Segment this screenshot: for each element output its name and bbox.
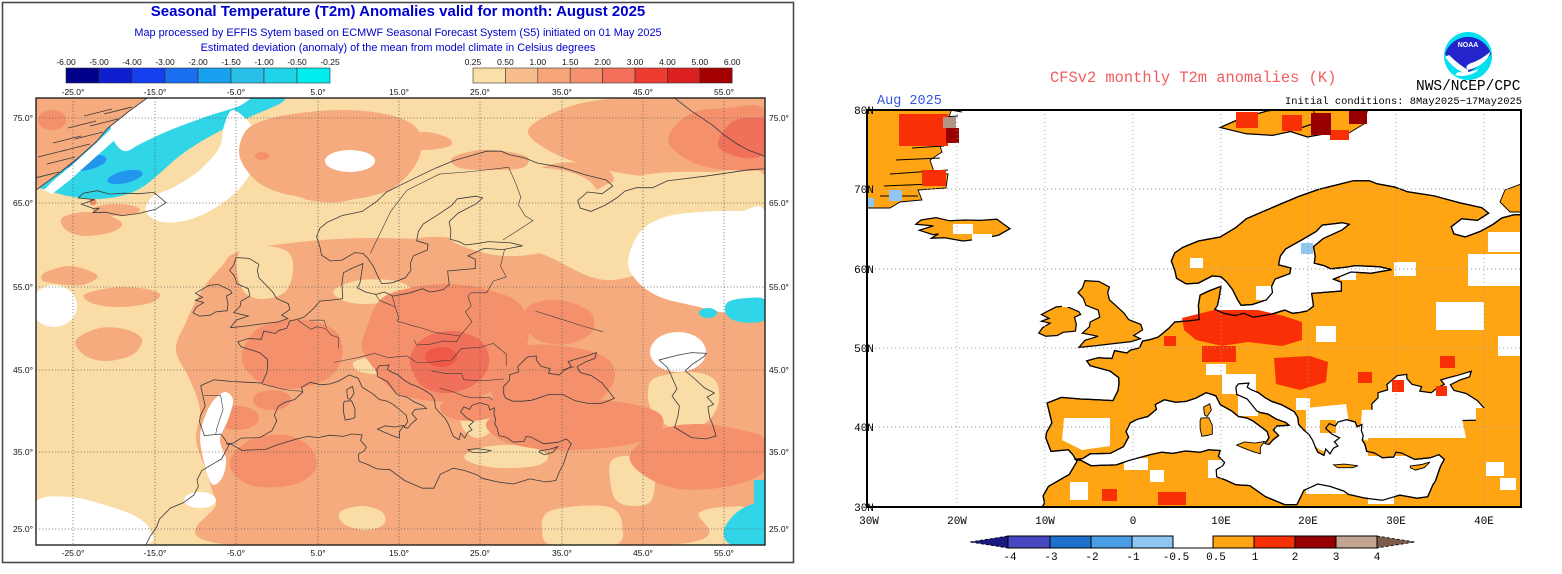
svg-text:50N: 50N	[854, 344, 874, 356]
svg-text:45.0°: 45.0°	[13, 365, 33, 375]
svg-text:80N: 80N	[854, 106, 874, 118]
svg-text:-6.00: -6.00	[56, 57, 76, 67]
svg-text:55.0°: 55.0°	[769, 282, 789, 292]
svg-text:25.0°: 25.0°	[13, 524, 33, 534]
svg-text:4: 4	[1374, 552, 1381, 564]
svg-text:0.5: 0.5	[1206, 552, 1226, 564]
svg-text:0: 0	[1130, 516, 1137, 528]
svg-text:-2: -2	[1085, 552, 1098, 564]
svg-text:45.0°: 45.0°	[769, 365, 789, 375]
svg-text:35.0°: 35.0°	[552, 548, 572, 558]
svg-text:15.0°: 15.0°	[389, 87, 409, 97]
svg-text:5.0°: 5.0°	[310, 548, 325, 558]
svg-text:30N: 30N	[854, 503, 874, 515]
svg-text:40E: 40E	[1474, 516, 1494, 528]
svg-text:30W: 30W	[859, 516, 879, 528]
svg-text:10E: 10E	[1211, 516, 1231, 528]
svg-text:60N: 60N	[854, 265, 874, 277]
svg-text:-0.5: -0.5	[1163, 552, 1189, 564]
svg-text:-25.0°: -25.0°	[62, 87, 85, 97]
svg-text:5.0°: 5.0°	[310, 87, 325, 97]
svg-text:35.0°: 35.0°	[769, 447, 789, 457]
svg-text:-15.0°: -15.0°	[144, 548, 167, 558]
svg-text:-0.50: -0.50	[287, 57, 307, 67]
svg-text:2: 2	[1292, 552, 1299, 564]
svg-text:-4: -4	[1003, 552, 1017, 564]
svg-text:3: 3	[1333, 552, 1340, 564]
svg-text:55.0°: 55.0°	[714, 548, 734, 558]
svg-text:35.0°: 35.0°	[552, 87, 572, 97]
svg-text:6.00: 6.00	[724, 57, 741, 67]
svg-text:35.0°: 35.0°	[13, 447, 33, 457]
svg-text:-1.50: -1.50	[221, 57, 241, 67]
svg-text:45.0°: 45.0°	[633, 548, 653, 558]
svg-text:-15.0°: -15.0°	[144, 87, 167, 97]
svg-text:25.0°: 25.0°	[470, 87, 490, 97]
svg-text:45.0°: 45.0°	[633, 87, 653, 97]
svg-text:20W: 20W	[947, 516, 967, 528]
svg-text:30E: 30E	[1386, 516, 1406, 528]
svg-text:3.00: 3.00	[627, 57, 644, 67]
svg-text:55.0°: 55.0°	[13, 282, 33, 292]
svg-text:65.0°: 65.0°	[13, 198, 33, 208]
svg-text:-4.00: -4.00	[122, 57, 142, 67]
svg-text:-5.00: -5.00	[89, 57, 109, 67]
svg-text:55.0°: 55.0°	[714, 87, 734, 97]
svg-text:25.0°: 25.0°	[470, 548, 490, 558]
svg-text:-1.00: -1.00	[254, 57, 274, 67]
svg-text:1.00: 1.00	[530, 57, 547, 67]
svg-text:-1: -1	[1126, 552, 1140, 564]
svg-text:-25.0°: -25.0°	[62, 548, 85, 558]
svg-text:10W: 10W	[1035, 516, 1055, 528]
svg-text:-3: -3	[1044, 552, 1057, 564]
svg-text:-5.0°: -5.0°	[227, 87, 245, 97]
svg-text:1: 1	[1252, 552, 1259, 564]
svg-text:15.0°: 15.0°	[389, 548, 409, 558]
svg-text:-5.0°: -5.0°	[227, 548, 245, 558]
svg-text:65.0°: 65.0°	[769, 198, 789, 208]
svg-text:75.0°: 75.0°	[13, 113, 33, 123]
svg-text:40N: 40N	[854, 423, 874, 435]
svg-text:1.50: 1.50	[562, 57, 579, 67]
svg-text:70N: 70N	[854, 185, 874, 197]
svg-text:0.25: 0.25	[465, 57, 482, 67]
svg-text:20E: 20E	[1298, 516, 1318, 528]
svg-text:25.0°: 25.0°	[769, 524, 789, 534]
svg-text:2.00: 2.00	[594, 57, 611, 67]
svg-text:0.50: 0.50	[497, 57, 514, 67]
svg-text:-2.00: -2.00	[188, 57, 208, 67]
svg-text:NOAA: NOAA	[1458, 42, 1479, 49]
svg-text:75.0°: 75.0°	[769, 113, 789, 123]
svg-text:5.00: 5.00	[692, 57, 709, 67]
svg-text:-0.25: -0.25	[320, 57, 340, 67]
svg-text:-3.00: -3.00	[155, 57, 175, 67]
svg-text:4.00: 4.00	[659, 57, 676, 67]
